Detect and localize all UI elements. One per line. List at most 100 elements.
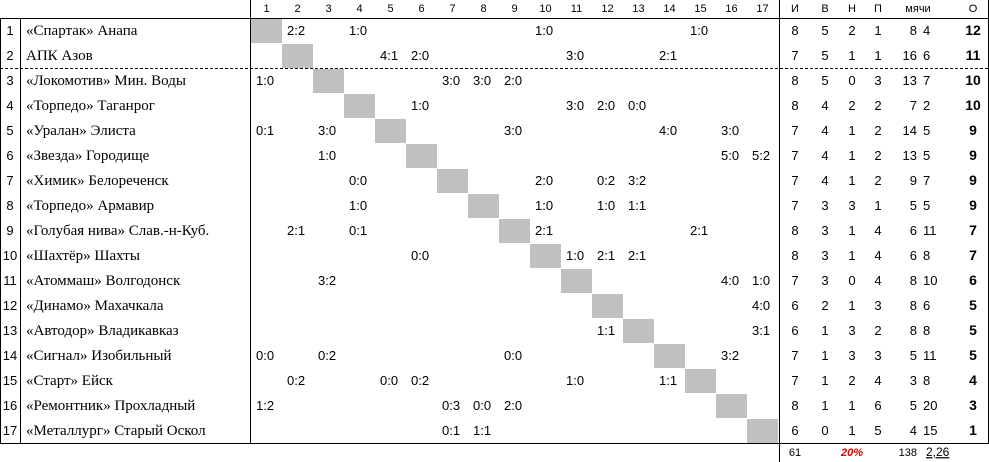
match-result: 0:0 — [380, 373, 398, 388]
diagonal-cell — [654, 344, 685, 368]
points: 6 — [969, 272, 977, 288]
stat-won: 1 — [821, 398, 828, 413]
column-number: 7 — [449, 3, 455, 15]
stat-drawn: 3 — [848, 323, 855, 338]
goals-for: 8 — [910, 298, 917, 313]
match-result: 0:0 — [473, 398, 491, 413]
match-result: 1:0 — [597, 198, 615, 213]
stat-lost: 4 — [874, 248, 881, 263]
team-name: «Шахтёр» Шахты — [26, 248, 140, 264]
stat-lost: 4 — [874, 373, 881, 388]
column-number: 9 — [511, 3, 517, 15]
stat-lost: 3 — [874, 73, 881, 88]
stat-drawn: 2 — [848, 98, 855, 113]
match-result: 0:2 — [318, 348, 336, 363]
goals-against: 7 — [923, 73, 930, 88]
column-number: 17 — [756, 3, 768, 15]
stat-drawn: 3 — [848, 198, 855, 213]
team-name: «Звезда» Городище — [26, 148, 150, 164]
goals-against: 11 — [923, 348, 937, 363]
goals-for: 13 — [903, 148, 917, 163]
row-number: 10 — [3, 248, 17, 263]
row-number: 5 — [6, 123, 13, 138]
team-name: «Старт» Ейск — [26, 373, 114, 389]
stat-won: 5 — [821, 48, 828, 63]
diagonal-cell — [592, 294, 623, 318]
stat-lost: 3 — [874, 298, 881, 313]
stat-header: Н — [848, 3, 856, 15]
total-games: 61 — [789, 447, 801, 459]
match-result: 2:1 — [597, 248, 615, 263]
stat-played: 8 — [791, 98, 798, 113]
points: 5 — [969, 347, 977, 363]
goals-against: 7 — [923, 173, 930, 188]
stat-played: 7 — [791, 173, 798, 188]
match-result: 1:0 — [690, 23, 708, 38]
diagonal-cell — [685, 369, 716, 393]
row-number: 2 — [6, 48, 13, 63]
match-result: 1:0 — [566, 373, 584, 388]
goals-against: 15 — [923, 423, 937, 438]
column-number: 14 — [663, 3, 675, 15]
stat-lost: 1 — [874, 198, 881, 213]
stat-played: 6 — [791, 423, 798, 438]
match-result: 5:0 — [721, 148, 739, 163]
match-result: 1:0 — [318, 148, 336, 163]
stat-played: 6 — [791, 298, 798, 313]
column-number: 13 — [632, 3, 644, 15]
stat-played: 7 — [791, 348, 798, 363]
diagonal-cell — [251, 19, 282, 43]
match-result: 1:0 — [752, 273, 770, 288]
stat-played: 7 — [791, 373, 798, 388]
match-result: 2:0 — [504, 73, 522, 88]
stat-drawn: 1 — [848, 398, 855, 413]
match-result: 4:0 — [721, 273, 739, 288]
goals-against: 20 — [923, 398, 937, 413]
match-result: 0:3 — [442, 398, 460, 413]
diagonal-cell — [499, 219, 530, 243]
stat-lost: 2 — [874, 173, 881, 188]
column-number: 2 — [294, 3, 300, 15]
column-number: 5 — [387, 3, 393, 15]
team-name: «Торпедо» Таганрог — [26, 98, 155, 114]
stat-won: 4 — [821, 148, 828, 163]
match-result: 0:0 — [504, 348, 522, 363]
match-result: 0:0 — [411, 248, 429, 263]
match-result: 1:0 — [566, 248, 584, 263]
match-result: 1:1 — [659, 373, 677, 388]
stat-won: 3 — [821, 248, 828, 263]
diagonal-cell — [468, 194, 499, 218]
stat-lost: 1 — [874, 48, 881, 63]
goals-against: 5 — [923, 148, 930, 163]
stat-lost: 2 — [874, 123, 881, 138]
stat-played: 8 — [791, 223, 798, 238]
goals-against: 5 — [923, 198, 930, 213]
stat-drawn: 1 — [848, 173, 855, 188]
match-result: 0:0 — [349, 173, 367, 188]
row-number: 7 — [6, 173, 13, 188]
goals-against: 5 — [923, 123, 930, 138]
stat-won: 5 — [821, 73, 828, 88]
match-result: 1:1 — [597, 323, 615, 338]
points: 5 — [969, 297, 977, 313]
stat-drawn: 1 — [848, 223, 855, 238]
stat-won: 3 — [821, 198, 828, 213]
match-result: 2:1 — [690, 223, 708, 238]
match-result: 2:2 — [287, 23, 305, 38]
stat-lost: 2 — [874, 323, 881, 338]
team-name: «Химик» Белореченск — [26, 173, 169, 189]
row-number: 3 — [6, 73, 13, 88]
points: 10 — [965, 97, 981, 113]
points: 4 — [969, 372, 977, 388]
match-result: 3:0 — [473, 73, 491, 88]
stat-played: 7 — [791, 198, 798, 213]
match-result: 5:2 — [752, 148, 770, 163]
points: 5 — [969, 322, 977, 338]
match-result: 2:0 — [597, 98, 615, 113]
points: 11 — [966, 47, 981, 63]
row-number: 16 — [3, 398, 17, 413]
column-number: 11 — [571, 3, 582, 15]
points: 7 — [969, 247, 977, 263]
match-result: 0:1 — [442, 423, 460, 438]
